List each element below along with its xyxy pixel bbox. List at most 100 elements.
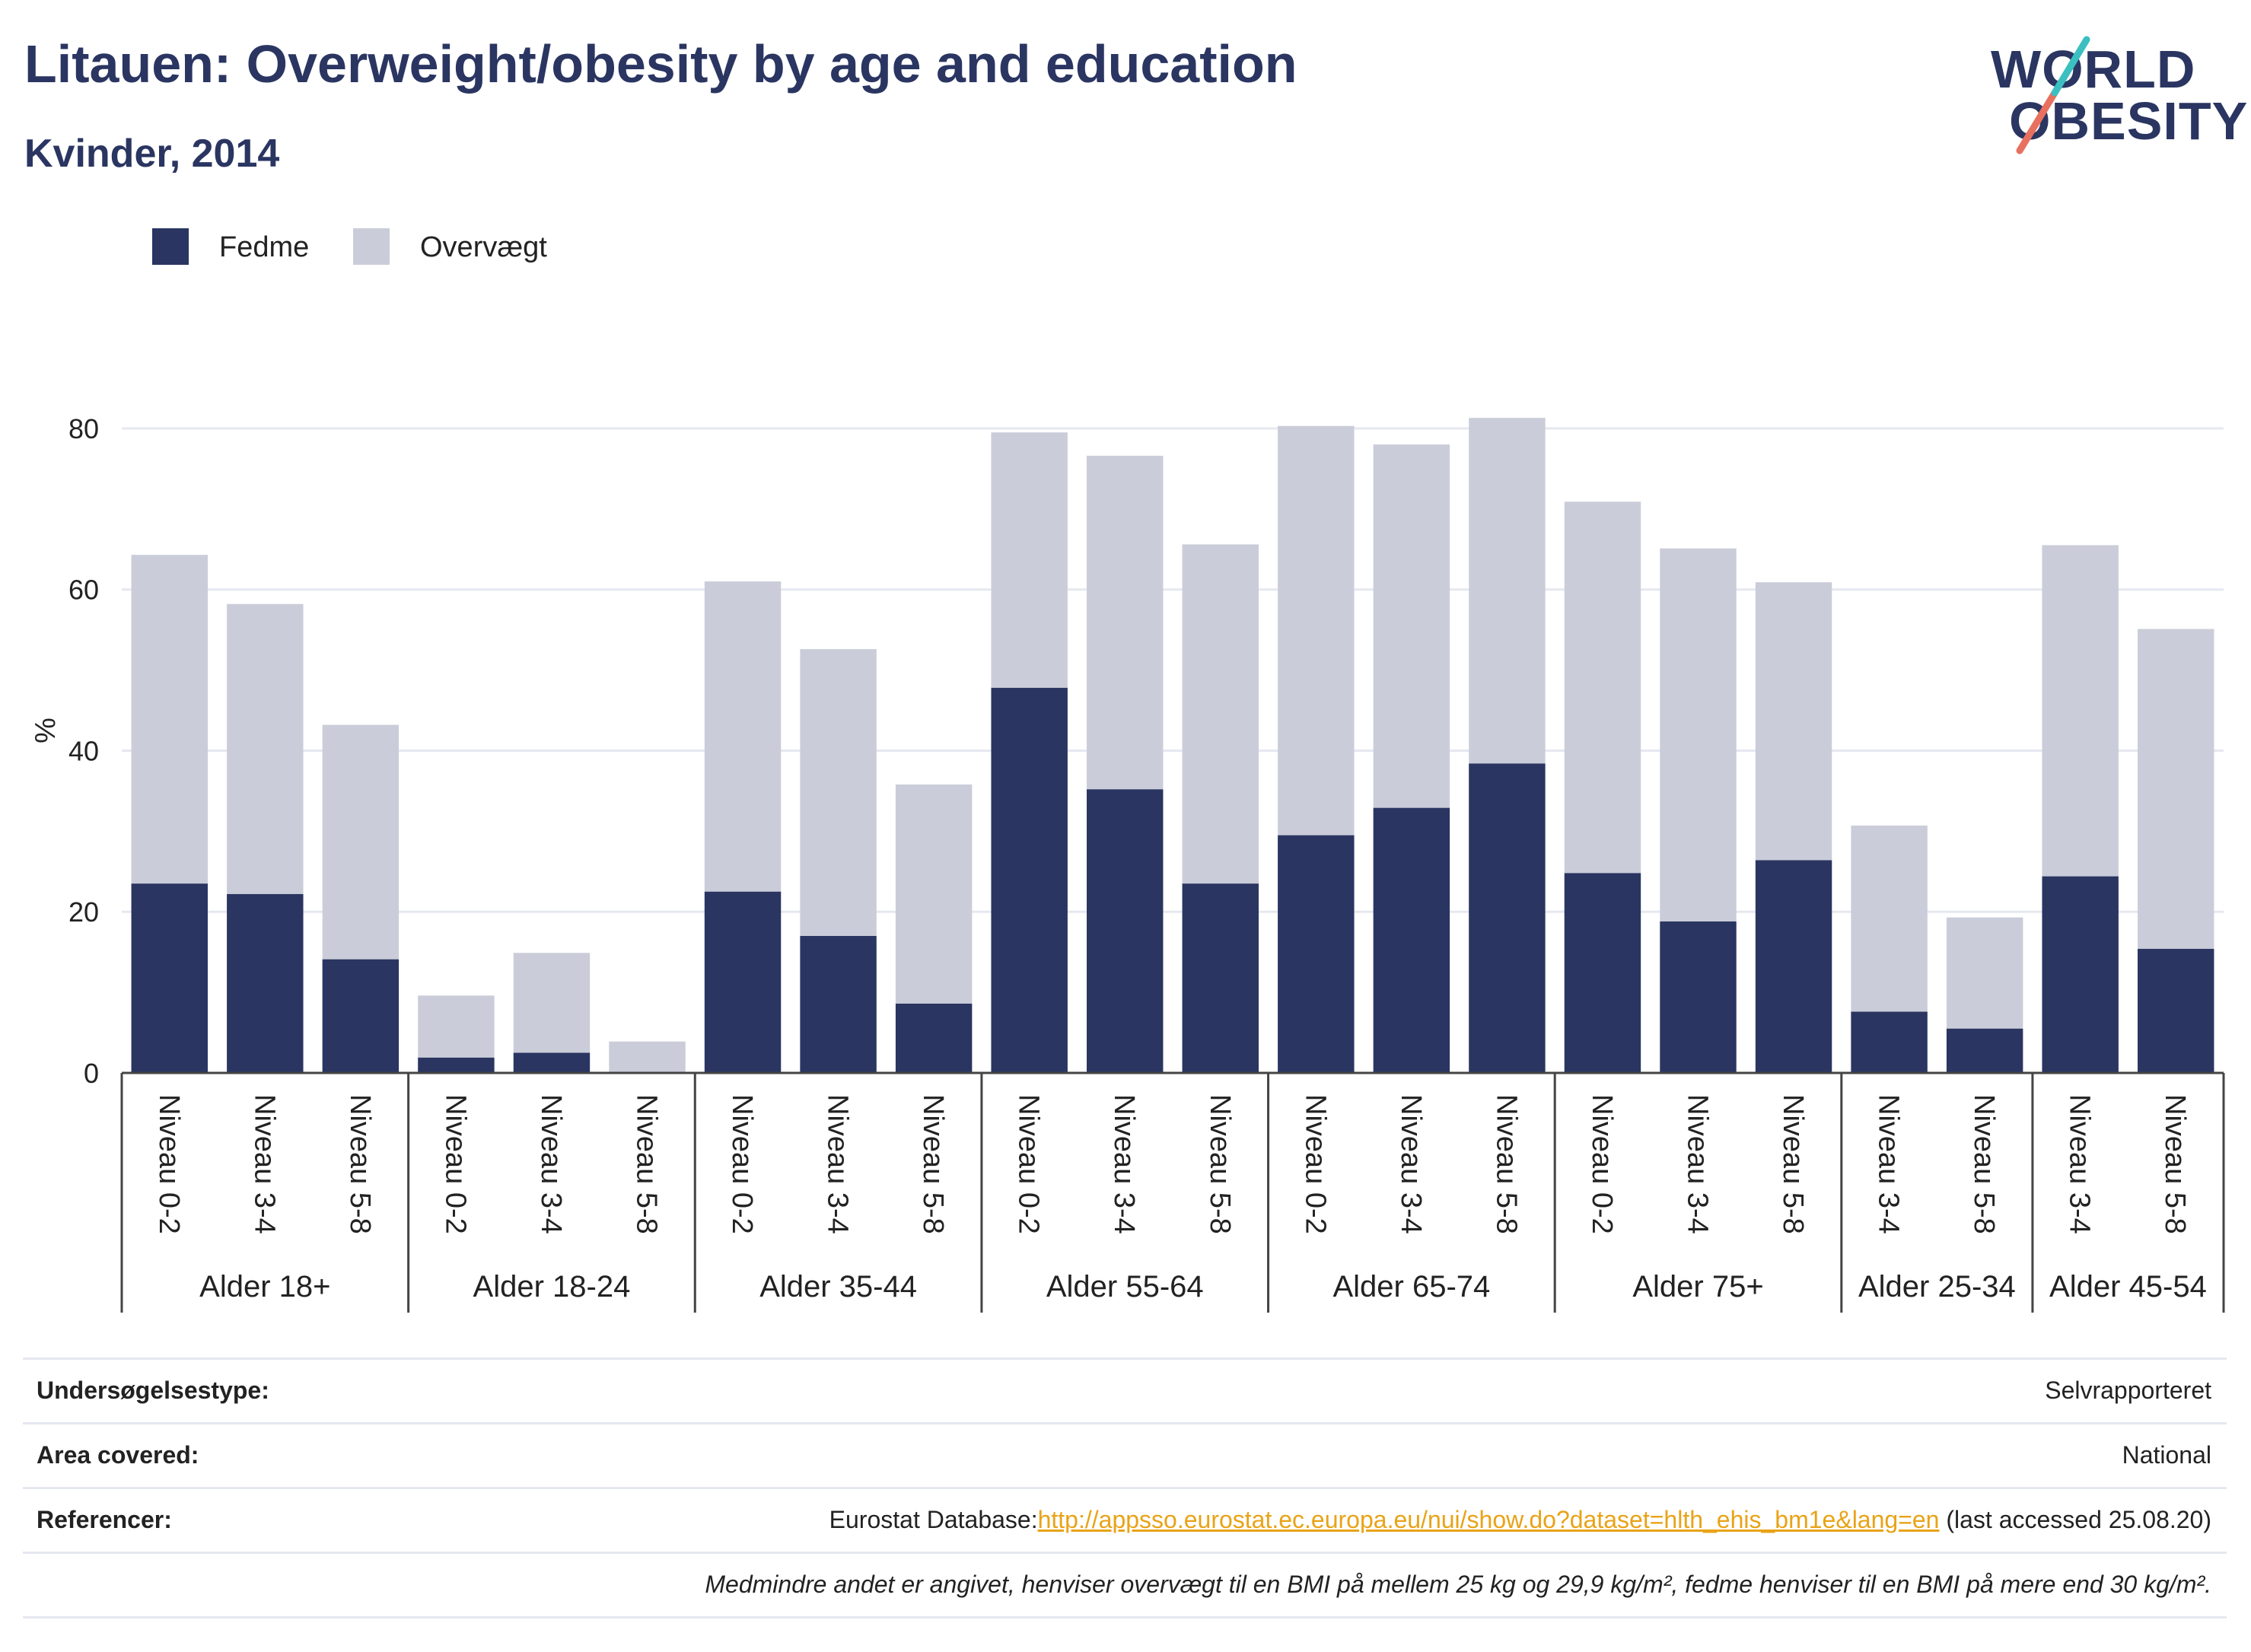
references-suffix: (last accessed 25.08.20) bbox=[1939, 1506, 2211, 1533]
y-tick-label: 60 bbox=[68, 575, 99, 606]
x-tick-label: Niveau 5-8 bbox=[344, 1094, 376, 1234]
x-tick-label: Niveau 0-2 bbox=[1586, 1094, 1618, 1234]
eurostat-link[interactable]: http://appsso.eurostat.ec.europa.eu/nui/… bbox=[1037, 1506, 1940, 1533]
info-row-area: Area covered: National bbox=[23, 1422, 2227, 1487]
legend-swatch-fedme bbox=[152, 228, 189, 265]
bar-overvaegt bbox=[1182, 544, 1259, 884]
x-tick-label: Niveau 5-8 bbox=[1204, 1094, 1236, 1234]
bar-overvaegt bbox=[1373, 444, 1450, 808]
bmi-note: Medmindre andet er angivet, henviser ove… bbox=[705, 1571, 2211, 1598]
world-obesity-logo: WORLD OBESITY bbox=[1979, 23, 2247, 167]
bar-fedme bbox=[1373, 807, 1450, 1073]
x-tick-label: Niveau 3-4 bbox=[1108, 1094, 1140, 1234]
logo-slash-icon bbox=[2016, 36, 2090, 154]
survey-type-value: Selvrapporteret bbox=[2045, 1377, 2211, 1404]
x-tick-label: Niveau 5-8 bbox=[1968, 1094, 2000, 1234]
x-tick-label: Niveau 0-2 bbox=[153, 1094, 185, 1234]
x-tick-label: Niveau 5-8 bbox=[1777, 1094, 1809, 1234]
bar-overvaegt bbox=[1087, 455, 1164, 790]
x-tick-label: Niveau 0-2 bbox=[1013, 1094, 1045, 1234]
bar-overvaegt bbox=[800, 649, 877, 936]
bar-overvaegt bbox=[1946, 917, 2023, 1029]
y-axis-title: % bbox=[30, 718, 62, 743]
references-prefix: Eurostat Database: bbox=[829, 1506, 1038, 1533]
area-label: Area covered: bbox=[37, 1441, 199, 1469]
bar-fedme bbox=[227, 893, 304, 1073]
area-value: National bbox=[2122, 1441, 2211, 1469]
bar-fedme bbox=[1469, 763, 1546, 1073]
x-group-label: Alder 75+ bbox=[1632, 1270, 1763, 1303]
y-tick-label: 20 bbox=[68, 896, 99, 928]
bar-fedme bbox=[1755, 860, 1832, 1073]
x-group-label: Alder 18+ bbox=[199, 1270, 330, 1303]
x-group-label: Alder 65-74 bbox=[1332, 1270, 1490, 1303]
bar-fedme bbox=[2138, 948, 2214, 1073]
bar-fedme bbox=[1660, 921, 1737, 1073]
x-group-label: Alder 55-64 bbox=[1046, 1270, 1204, 1303]
bar-fedme bbox=[1851, 1011, 1928, 1073]
x-tick-label: Niveau 5-8 bbox=[2159, 1094, 2191, 1234]
bar-fedme bbox=[1946, 1028, 2023, 1073]
bar-overvaegt bbox=[1755, 582, 1832, 861]
x-tick-label: Niveau 5-8 bbox=[1490, 1094, 1522, 1234]
survey-type-label: Undersøgelsestype: bbox=[37, 1377, 269, 1404]
bar-overvaegt bbox=[1278, 425, 1355, 836]
y-tick-label: 80 bbox=[68, 413, 99, 444]
info-row-references: Referencer: Eurostat Database:http://app… bbox=[23, 1487, 2227, 1552]
bar-overvaegt bbox=[609, 1041, 686, 1073]
bar-overvaegt bbox=[2042, 545, 2119, 877]
bar-fedme bbox=[800, 936, 877, 1073]
bar-overvaegt bbox=[895, 784, 973, 1004]
x-tick-label: Niveau 3-4 bbox=[248, 1094, 280, 1234]
info-table: Undersøgelsestype: Selvrapporteret Area … bbox=[23, 1358, 2227, 1619]
bar-overvaegt bbox=[322, 724, 400, 960]
x-tick-label: Niveau 5-8 bbox=[631, 1094, 663, 1234]
bar-fedme bbox=[2042, 876, 2119, 1073]
y-tick-label: 40 bbox=[68, 735, 99, 766]
bar-fedme bbox=[131, 883, 208, 1073]
legend-swatch-overvaegt bbox=[353, 228, 390, 265]
bar-overvaegt bbox=[418, 995, 495, 1058]
bar-fedme bbox=[704, 891, 782, 1073]
x-group-label: Alder 35-44 bbox=[759, 1270, 917, 1303]
stacked-bar-chart: 0 20 40 60 80% Niveau 0-2 Niveau 3-4 Niveau 5-8… bbox=[30, 413, 2225, 1313]
bar-overvaegt bbox=[991, 432, 1068, 688]
bar-overvaegt bbox=[227, 603, 304, 894]
bar-overvaegt bbox=[704, 581, 782, 892]
legend-label-overvaegt: Overvægt bbox=[420, 231, 547, 263]
bar-overvaegt bbox=[513, 953, 591, 1053]
bar-fedme bbox=[1278, 835, 1355, 1073]
x-tick-label: Niveau 3-4 bbox=[822, 1094, 854, 1234]
info-row-survey-type: Undersøgelsestype: Selvrapporteret bbox=[23, 1358, 2227, 1422]
references-label: Referencer: bbox=[37, 1506, 172, 1533]
x-tick-label: Niveau 3-4 bbox=[2064, 1094, 2096, 1234]
logo-line-1: WORLD bbox=[1991, 40, 2196, 99]
legend-label-fedme: Fedme bbox=[219, 231, 310, 263]
bar-fedme bbox=[1182, 883, 1259, 1073]
bar-fedme bbox=[895, 1003, 973, 1073]
info-row-note: Medmindre andet er angivet, henviser ove… bbox=[23, 1552, 2227, 1619]
x-tick-label: Niveau 3-4 bbox=[1395, 1094, 1427, 1234]
bar-fedme bbox=[991, 687, 1068, 1073]
y-tick-label: 0 bbox=[84, 1058, 99, 1089]
bar-overvaegt bbox=[2138, 629, 2214, 949]
bar-overvaegt bbox=[1469, 418, 1546, 764]
x-tick-label: Niveau 0-2 bbox=[726, 1094, 758, 1234]
bar-overvaegt bbox=[1851, 825, 1928, 1012]
bar-fedme bbox=[1087, 789, 1164, 1073]
bar-overvaegt bbox=[1660, 548, 1737, 921]
bar-fedme bbox=[1564, 873, 1641, 1073]
x-group-label: Alder 18-24 bbox=[473, 1270, 631, 1303]
bar-fedme bbox=[513, 1052, 591, 1073]
x-group-label: Alder 25-34 bbox=[1858, 1270, 2016, 1303]
bar-fedme bbox=[322, 959, 400, 1073]
x-group-label: Alder 45-54 bbox=[2049, 1270, 2207, 1303]
x-tick-label: Niveau 5-8 bbox=[917, 1094, 949, 1234]
x-tick-label: Niveau 0-2 bbox=[439, 1094, 471, 1234]
x-tick-label: Niveau 0-2 bbox=[1299, 1094, 1331, 1234]
bar-overvaegt bbox=[131, 555, 208, 884]
bar-fedme bbox=[418, 1057, 495, 1073]
x-tick-label: Niveau 3-4 bbox=[1682, 1094, 1714, 1234]
chart-title: Litauen: Overweight/obesity by age and e… bbox=[24, 34, 1297, 94]
chart-subtitle: Kvinder, 2014 bbox=[24, 132, 280, 176]
